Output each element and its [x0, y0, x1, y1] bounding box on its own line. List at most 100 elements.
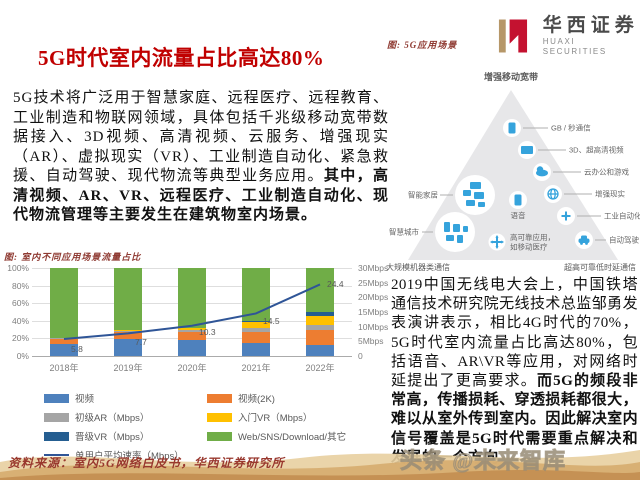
- legend-label: 视频(2K): [238, 394, 275, 405]
- page-title: 5G时代室内流量占比高达80%: [38, 46, 325, 70]
- left-paragraph-normal: 5G技术将广泛用于智慧家庭、远程医疗、远程教育、工业制造和物联网领域，具体包括千…: [13, 90, 389, 184]
- legend-swatch: [44, 431, 69, 441]
- car-icon: [578, 235, 590, 245]
- bar-segment: [50, 337, 78, 339]
- x-axis-label: 2021年: [241, 363, 271, 373]
- traffic-share-chart: 100% 80% 60% 40% 20% 0% 30Mbps 25Mbps 20Mbps 15Mb…: [2, 260, 388, 376]
- svg-text:GB / 秒通信: GB / 秒通信: [551, 123, 591, 133]
- item-industrial-automation: 工业自动化: [557, 207, 640, 225]
- bar-segment: [306, 345, 334, 356]
- legend-item: 视频: [44, 391, 207, 405]
- item-cloud-office: 云办公和游戏: [533, 163, 629, 181]
- item-voice: 语音: [509, 191, 527, 220]
- y-axis-tick-label: 80%: [11, 280, 29, 291]
- bar-segment: [50, 338, 78, 344]
- crosshair-icon: [561, 211, 571, 221]
- bar-segment: [50, 268, 78, 338]
- bar-segment: [114, 330, 142, 333]
- y-axis-tick-label: 60%: [11, 298, 29, 309]
- source-note: 资料来源：室内5G网络白皮书，华西证券研究所: [8, 456, 285, 470]
- bar-segment: [178, 340, 206, 356]
- svg-text:增强现实: 增强现实: [595, 189, 625, 199]
- legend-swatch: [207, 412, 232, 422]
- item-uhd-video: 3D、超高清视频: [518, 141, 624, 159]
- y-axis-tick-label: 20%: [11, 333, 29, 344]
- legend-label: 视频: [75, 394, 95, 405]
- phone-icon: [508, 122, 516, 134]
- logo-name-en: HUAXI SECURITIES: [542, 37, 607, 56]
- y-axis-tick-label: 40%: [11, 315, 29, 326]
- smart-home-devices-icon: [463, 182, 485, 207]
- bar-segment: [242, 268, 270, 321]
- legend-item: Web/SNS/Download/其它: [207, 429, 392, 443]
- legend-item: 入门VR（Mbps）: [207, 410, 392, 424]
- bar-segment: [242, 342, 270, 356]
- smart-city-buildings-icon: [444, 222, 468, 243]
- legend-swatch: [207, 393, 232, 403]
- item-autonomous-driving: 自动驾驶: [575, 231, 639, 249]
- svg-text:智慧城市: 智慧城市: [389, 227, 419, 237]
- gridline: [32, 356, 352, 357]
- bar-segment: [178, 268, 206, 328]
- bar-segment: [50, 343, 78, 356]
- right-axis-tick-label: 0: [358, 351, 363, 361]
- logo-name-cn: 华西证券: [542, 15, 639, 36]
- legend-swatch: [44, 454, 69, 456]
- globe-icon: [547, 188, 559, 200]
- item-reliable-apps: 高可靠应用， 如移动医疗: [488, 232, 555, 252]
- chart-legend: 视频 视频(2K) 初级AR（Mbps） 入门VR（Mbps） 晋级VR（Mbps） We…: [44, 391, 392, 462]
- item-smart-city: 智慧城市: [389, 212, 475, 252]
- left-paragraph-bold: 其中，高清视频、AR、VR、远程医疗、工业制造自动化、现代物流管理等主要发生在建…: [13, 168, 389, 223]
- voice-phone-icon: [514, 194, 522, 206]
- svg-text:如移动医疗: 如移动医疗: [510, 242, 548, 252]
- svg-text:自动驾驶: 自动驾驶: [609, 235, 639, 245]
- svg-text:语音: 语音: [511, 210, 526, 220]
- legend-swatch: [207, 431, 232, 441]
- x-axis-label: 2022年: [305, 363, 335, 373]
- legend-swatch: [44, 412, 69, 422]
- watermark: 头条 @未来智库: [400, 448, 566, 474]
- item-ar: 增强现实: [544, 185, 625, 203]
- right-axis-tick-label: 25Mbps: [358, 277, 389, 288]
- decorative-waves: [0, 450, 640, 480]
- bar-segment: [306, 312, 334, 316]
- diagram-caption: 图: 5G应用场景: [387, 40, 458, 50]
- company-logo: 华西证券 HUAXI SECURITIES: [497, 13, 640, 59]
- mobile-medical-icon: [490, 235, 504, 249]
- svg-text:3D、超高清视频: 3D、超高清视频: [569, 145, 624, 155]
- right-axis-tick-label: 10Mbps: [358, 321, 389, 332]
- diagram-bottom-left-label: 大规模机器类通信: [386, 262, 450, 272]
- item-smart-home: 智能家居: [408, 175, 495, 215]
- x-axis-label: 2020年: [177, 363, 207, 373]
- item-gb-per-sec: GB / 秒通信: [503, 119, 591, 137]
- line-data-label: 10.3: [199, 326, 216, 337]
- legend-label: 初级AR（Mbps）: [75, 413, 150, 424]
- legend-swatch: [44, 393, 69, 403]
- right-axis-tick-label: 30Mbps: [358, 263, 389, 273]
- legend-item: 视频(2K): [207, 391, 392, 405]
- diagram-top-label: 增强移动宽带: [484, 71, 538, 82]
- bar-segment: [306, 330, 334, 346]
- right-paragraph-normal: 2019中国无线电大会上，中国铁塔通信技术研究院无线技术总监邹勇发表演讲表示，相…: [391, 277, 638, 390]
- right-axis-tick-label: 5Mbps: [358, 336, 384, 347]
- bar-segment: [306, 268, 334, 312]
- video-icon: [521, 146, 533, 154]
- bar-segment: [306, 315, 334, 326]
- 5g-scenarios-diagram: 增强移动宽带 GB / 秒通信 3D、超高清视频 云办公和游戏: [386, 71, 640, 272]
- legend-label: 入门VR（Mbps）: [238, 413, 313, 424]
- legend-label: Web/SNS/Download/其它: [238, 432, 347, 443]
- bar-segment: [306, 325, 334, 331]
- diagram-bottom-right-label: 超高可靠低时延通信: [564, 262, 636, 272]
- bar-segment: [114, 268, 142, 330]
- legend-label: 单用户平均速率（Mbps）: [75, 451, 184, 462]
- chart-caption: 图: 室内不同应用场景流量占比: [4, 252, 142, 262]
- y-axis-tick-label: 100%: [7, 263, 29, 273]
- y-axis-tick-label: 0%: [16, 351, 29, 361]
- line-data-label: 24.4: [327, 279, 344, 290]
- bar-segment: [242, 332, 270, 343]
- right-axis-tick-label: 15Mbps: [358, 307, 389, 317]
- x-axis-label: 2018年: [49, 363, 79, 373]
- bar-segment: [242, 327, 270, 333]
- svg-text:云办公和游戏: 云办公和游戏: [584, 167, 629, 177]
